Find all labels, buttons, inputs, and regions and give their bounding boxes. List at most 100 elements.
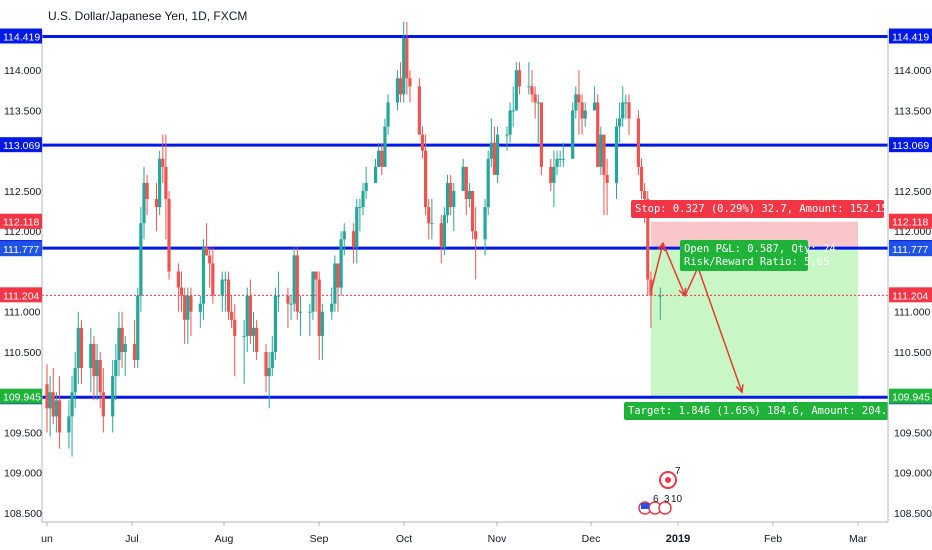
candle-body	[136, 295, 140, 361]
candle-body	[355, 207, 359, 248]
candle-body	[555, 158, 559, 167]
candle-body	[474, 231, 478, 240]
price-tag-right-text: 111.777	[892, 244, 929, 256]
candle-body	[449, 182, 453, 208]
candle-body	[533, 94, 537, 103]
y-tick-label-right: 109.500	[894, 427, 932, 439]
candle-body	[599, 134, 603, 167]
y-tick-label-right: 109.000	[894, 468, 932, 480]
pnl-label-text: Risk/Reward Ratio: 5.65	[684, 256, 829, 268]
candle-body	[408, 78, 412, 87]
level-price-tag-left-text: 114.419	[3, 32, 40, 44]
candle-body	[583, 110, 587, 119]
price-tag-right-text: 111.204	[892, 290, 929, 302]
y-tick-label-right: 114.000	[894, 65, 931, 77]
candle-body	[511, 110, 515, 112]
candle-body	[439, 223, 443, 248]
arrow-head	[735, 384, 744, 394]
candle-body	[624, 102, 628, 104]
candle-body	[333, 263, 337, 304]
candle-body	[273, 295, 278, 352]
candle-body	[208, 255, 212, 264]
price-tag-left	[0, 388, 42, 404]
y-tick-label-left: 110.500	[4, 347, 41, 359]
projection-arrow-segment	[650, 243, 664, 292]
price-tag-right-text: 109.945	[892, 392, 930, 404]
candle-body	[117, 327, 121, 361]
candle-body	[111, 376, 115, 417]
projection-arrow-segment	[697, 267, 743, 393]
projection-arrow-segment	[684, 267, 699, 296]
level-price-tag-right	[889, 28, 932, 44]
y-tick-label-left: 114.000	[4, 65, 41, 77]
axes: 114.000 114.000 113.500 113.500 112.500 112.5…	[4, 30, 932, 545]
candle-body	[292, 255, 296, 304]
candle-body	[220, 279, 224, 296]
candle-body	[145, 182, 149, 200]
candle-body	[649, 279, 653, 296]
candles	[45, 21, 662, 457]
candle-body	[352, 231, 356, 248]
candle-body	[339, 239, 343, 288]
x-tick-label: Mar	[849, 533, 868, 545]
candle-body	[342, 231, 346, 240]
candle-body	[276, 295, 281, 297]
candle-body	[383, 126, 387, 167]
candle-body	[398, 78, 403, 95]
candle-body	[51, 392, 55, 417]
candle-body	[314, 271, 318, 280]
candle-body	[464, 166, 468, 200]
candle-body	[183, 295, 187, 320]
candle-body	[483, 207, 487, 240]
candle-body	[154, 199, 159, 208]
projection-arrows	[650, 241, 744, 394]
candle-body	[530, 86, 534, 95]
candle-body	[120, 327, 124, 352]
candle-body	[311, 271, 315, 312]
candle-body	[186, 295, 190, 320]
candle-body	[230, 311, 234, 320]
candle-body	[198, 303, 202, 312]
candle-body	[627, 102, 631, 119]
price-tag-right	[889, 241, 932, 257]
candle-body	[442, 215, 446, 248]
candle-body	[402, 38, 406, 95]
candle-body	[505, 134, 509, 136]
candle-body	[646, 199, 650, 280]
candle-body	[248, 295, 252, 336]
price-tag-right	[889, 287, 932, 303]
candle-body	[158, 158, 162, 208]
candle-body	[445, 182, 450, 216]
level-price-tag-left-text: 113.069	[3, 140, 40, 152]
candle-body	[561, 158, 565, 160]
x-tick-label: Oct	[396, 533, 412, 545]
level-price-tag-right-text: 114.419	[892, 32, 929, 44]
event-count-label: 6	[653, 494, 659, 505]
candle-body	[164, 166, 168, 200]
x-tick-label: Feb	[764, 533, 782, 545]
candle-body	[452, 190, 456, 208]
y-tick-label-left: 113.500	[4, 105, 41, 117]
candle-body	[73, 368, 77, 393]
candle-body	[317, 279, 321, 336]
chart-title: U.S. Dollar/Japanese Yen, 1D, FXCM	[48, 9, 247, 23]
flag-icon	[641, 503, 649, 509]
level-price-tag-right-text: 113.069	[892, 140, 929, 152]
target-zone	[651, 249, 858, 397]
level-price-tag-left	[0, 28, 42, 44]
price-tag-left-text: 111.777	[3, 244, 40, 256]
candle-body	[101, 392, 105, 417]
candle-body	[514, 70, 518, 111]
candle-body	[420, 134, 425, 151]
x-tick-label: 2019	[666, 533, 690, 545]
candle-body	[539, 102, 543, 167]
candle-body	[508, 110, 512, 135]
candle-body	[270, 351, 274, 369]
candle-body	[380, 150, 384, 167]
candle-body	[54, 400, 58, 417]
candle-body	[395, 78, 400, 103]
y-tick-label-right: 113.500	[894, 105, 931, 117]
event-marker-dot	[665, 477, 671, 483]
candle-body	[461, 166, 465, 191]
